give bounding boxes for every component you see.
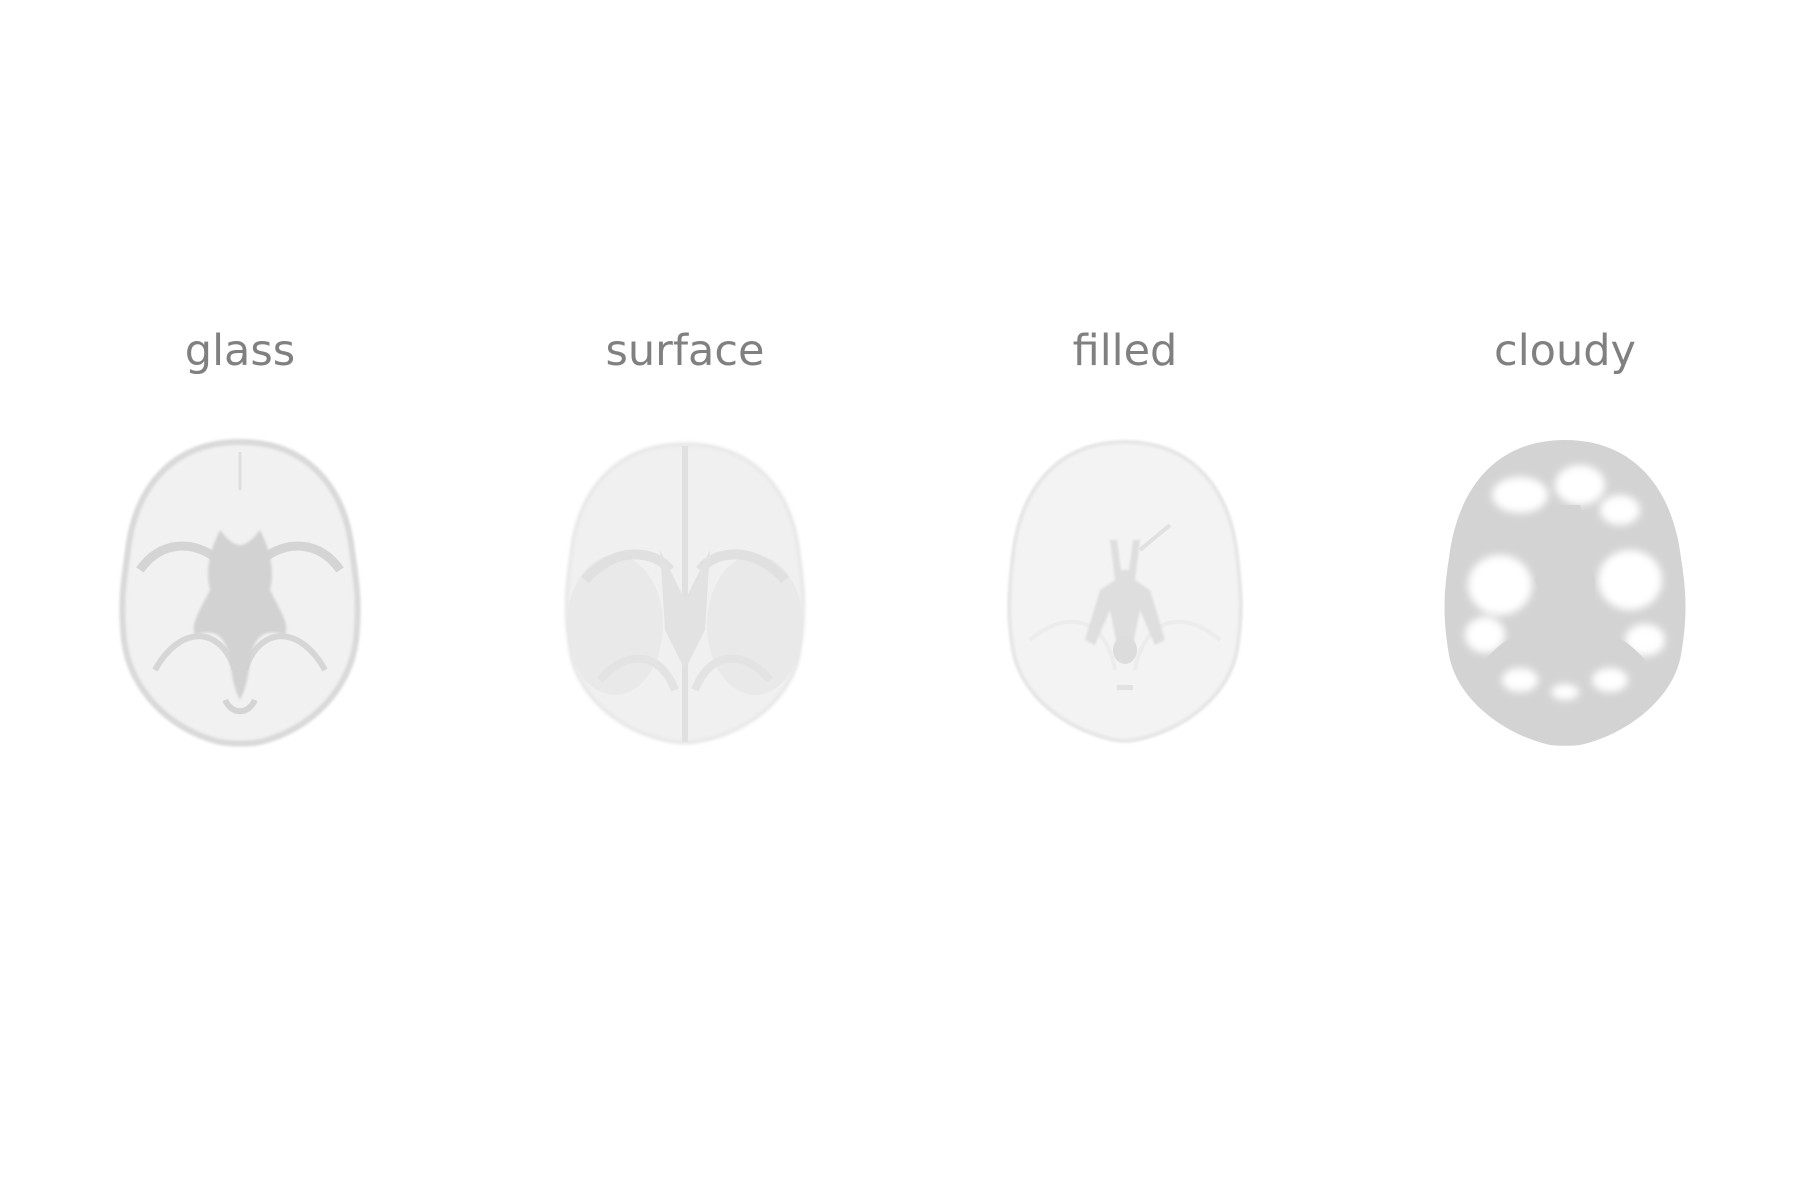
panel-title-surface: surface bbox=[605, 326, 765, 376]
panel-surface: surface bbox=[465, 330, 905, 790]
panel-glass: glass bbox=[20, 330, 460, 790]
brain-render-surface bbox=[565, 442, 805, 745]
brain-render-glass bbox=[119, 438, 361, 747]
panel-cloudy: cloudy bbox=[1345, 330, 1785, 790]
brain-render-cloudy bbox=[1444, 440, 1686, 746]
panel-filled: filled bbox=[905, 330, 1345, 790]
panel-title-filled: filled bbox=[1072, 326, 1178, 376]
brain-render-filled bbox=[1007, 439, 1243, 743]
panel-title-cloudy: cloudy bbox=[1494, 326, 1636, 376]
panel-title-glass: glass bbox=[184, 326, 296, 376]
